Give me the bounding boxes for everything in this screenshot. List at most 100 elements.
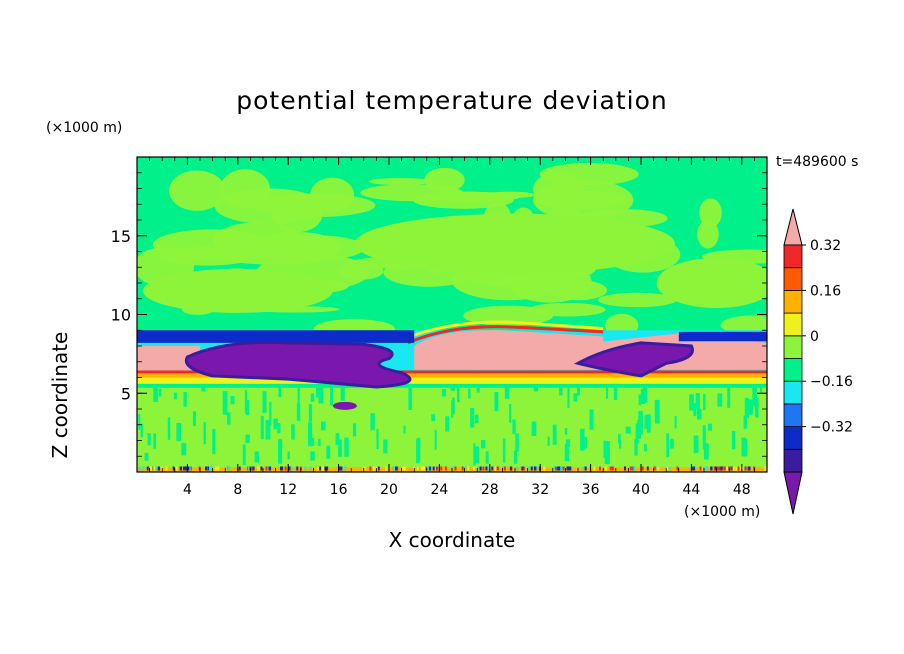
- field-striation: [245, 434, 250, 443]
- surface-speckle: [321, 466, 324, 471]
- field-striation: [744, 398, 749, 418]
- surface-speckle: [369, 466, 372, 471]
- field-striation: [192, 411, 196, 427]
- surface-speckle: [165, 466, 168, 471]
- surface-speckle: [284, 466, 287, 471]
- surface-speckle: [279, 466, 282, 471]
- surface-speckle: [205, 466, 208, 471]
- surface-speckle: [454, 466, 457, 471]
- field-striation: [474, 446, 479, 464]
- field-striation: [167, 417, 171, 440]
- surface-speckle: [609, 466, 612, 471]
- surface-speckle: [604, 466, 607, 471]
- x-axis-label: X coordinate: [388, 528, 516, 552]
- colorbar-extend-max: [783, 208, 803, 246]
- colorbar-swatch: [783, 244, 803, 269]
- field-striation: [589, 409, 594, 430]
- surface-speckle: [726, 466, 729, 471]
- field-striation: [310, 451, 315, 461]
- surface-speckle: [747, 466, 750, 471]
- surface-speckle: [593, 466, 596, 471]
- field-lower: [137, 383, 767, 472]
- field-striation: [260, 416, 264, 440]
- surface-speckle: [764, 466, 767, 471]
- colorbar-label: −0.16: [810, 374, 853, 390]
- surface-speckle: [326, 466, 329, 471]
- y-tick-label: 15: [111, 227, 131, 246]
- field-striation: [403, 425, 406, 434]
- field-striation: [604, 441, 610, 465]
- field-striation: [352, 423, 357, 437]
- field-striation: [515, 433, 519, 452]
- surface-speckle: [215, 466, 218, 471]
- surface-speckle: [706, 466, 709, 471]
- surface-speckle: [265, 466, 268, 471]
- field-striation: [567, 384, 570, 409]
- field-striation: [509, 403, 512, 423]
- colorbar-label: 0.32: [810, 238, 841, 254]
- surface-speckle: [530, 466, 533, 471]
- surface-speckle: [558, 466, 561, 471]
- surface-speckle: [343, 466, 346, 471]
- field-striation: [552, 424, 557, 445]
- field-striation: [242, 444, 246, 466]
- surface-speckle: [666, 466, 669, 471]
- time-label: t=489600 s: [776, 154, 859, 170]
- surface-speckle: [377, 466, 380, 471]
- field-striation: [376, 429, 379, 450]
- field-striation: [748, 399, 753, 415]
- surface-speckle: [611, 466, 614, 471]
- field-striation: [227, 412, 231, 425]
- surface-speckle: [146, 466, 149, 471]
- surface-speckle: [472, 466, 475, 471]
- field-striation: [262, 391, 267, 413]
- field-striation: [638, 394, 642, 406]
- field-striation: [642, 384, 648, 403]
- field-striation: [635, 423, 639, 444]
- surface-speckle: [252, 466, 255, 471]
- surface-speckle: [217, 466, 220, 471]
- field-striation: [138, 414, 141, 430]
- colorbar-label: 0.16: [810, 283, 841, 299]
- field-striation: [144, 452, 149, 461]
- surface-speckle: [250, 466, 253, 471]
- field-striation: [565, 439, 571, 447]
- surface-speckle: [185, 466, 188, 471]
- surface-speckle: [416, 466, 419, 471]
- surface-speckle: [339, 466, 342, 471]
- field-striation: [340, 379, 345, 401]
- field-striation: [311, 437, 315, 446]
- surface-speckle: [737, 466, 740, 471]
- field-patch: [697, 220, 719, 249]
- x-axis: 4 8 12 16 20 24 28 32 36 40 44 48: [149, 157, 755, 498]
- surface-speckle: [496, 466, 499, 471]
- surface-speckle: [668, 466, 671, 471]
- warm-band: [137, 372, 767, 384]
- cold-band: [678, 331, 767, 342]
- surface-speckle: [393, 466, 396, 471]
- x-tick-label: 40: [632, 482, 650, 498]
- x-tick-label: 28: [481, 482, 499, 498]
- chart-title: potential temperature deviation: [236, 86, 668, 115]
- field-striation: [468, 388, 471, 399]
- field-patch: [533, 172, 585, 206]
- warm-anomaly: [414, 330, 604, 370]
- field-striation: [727, 386, 731, 408]
- surface-speckle: [228, 466, 231, 471]
- field-patch: [413, 191, 514, 209]
- field-striation: [222, 391, 228, 415]
- surface-speckle: [394, 466, 397, 471]
- x-tick-label: 16: [330, 482, 348, 498]
- surface-speckle: [183, 466, 186, 471]
- surface-speckle: [436, 466, 439, 471]
- surface-speckle: [584, 466, 587, 471]
- x-tick-label: 48: [733, 482, 751, 498]
- field-striation: [296, 403, 301, 421]
- surface-speckle: [491, 466, 494, 471]
- field-striation: [695, 393, 700, 410]
- colorbar-swatch: [783, 312, 803, 337]
- warm-band: [137, 373, 767, 378]
- surface-speckle: [290, 466, 293, 471]
- surface-speckle: [676, 466, 679, 471]
- x-tick-label: 44: [682, 482, 700, 498]
